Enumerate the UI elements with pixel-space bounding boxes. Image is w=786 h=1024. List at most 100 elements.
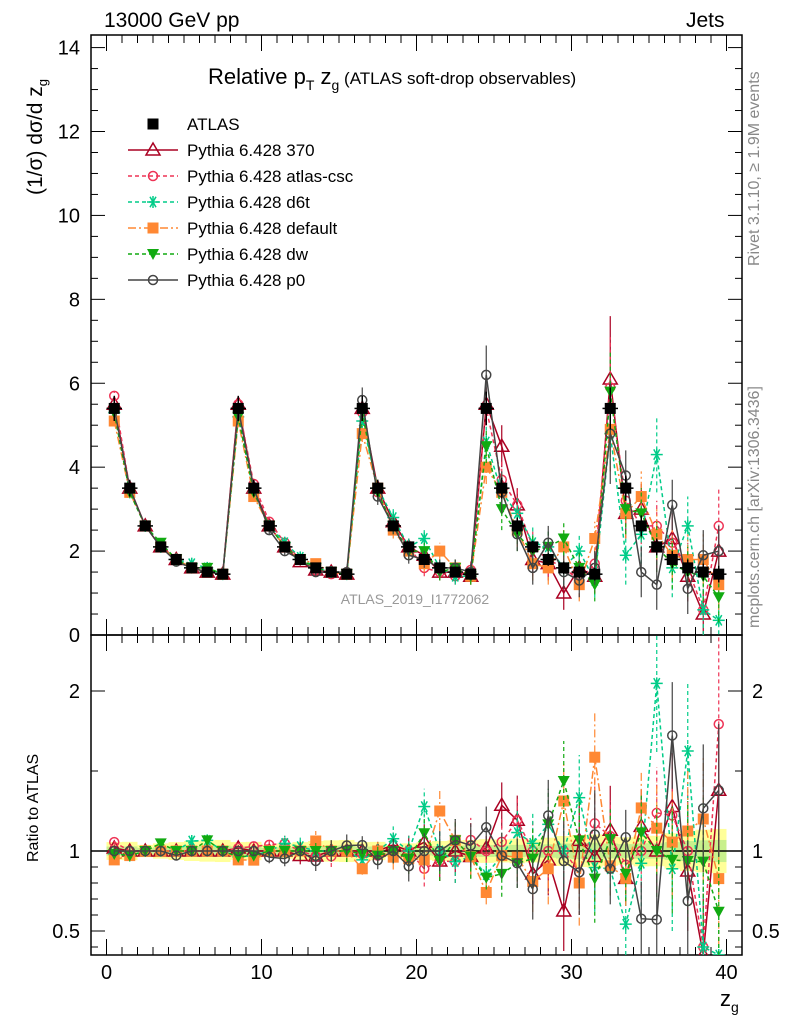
ratio-point [557,776,570,787]
legend-marker [147,249,159,260]
ratio-point [496,850,507,861]
data-point [186,562,198,574]
legend-label: ATLAS [187,115,240,134]
legend-label: Pythia 6.428 p0 [187,271,305,290]
ratio-point [171,850,182,861]
ratio-series-line [114,778,720,912]
ratio-point [233,845,244,857]
series-point [434,545,446,557]
ratio-point [356,863,368,875]
data-point [294,553,306,565]
ratio-point [201,835,214,847]
y-axis-label-sub: g [35,79,50,86]
ratio-axis-label: Ratio to ATLAS [25,754,42,862]
data-point [465,568,477,580]
title-tail: z [314,64,331,89]
ratio-point [666,854,679,866]
data-point [139,520,151,532]
ratio-point [279,853,290,864]
series-point [681,519,694,532]
data-point [558,562,570,574]
data-point [279,541,291,553]
series-point [557,533,570,545]
title-sub-2: g [332,77,340,93]
x-tick-label: 10 [250,962,272,984]
ratio-series-5 [109,682,724,955]
ratio-point [681,745,694,757]
ratio-point [480,872,493,884]
series-point [650,448,663,461]
ratio-point [667,730,678,741]
ratio-point [264,851,275,863]
series-point [356,428,368,440]
star-stroke [715,949,720,955]
legend-marker [147,222,159,234]
ratio-point [558,855,569,867]
ratio-point [372,854,383,866]
title-sub-1: T [306,77,315,93]
ratio-point [155,845,166,857]
data-point [170,553,182,565]
data-point [310,562,322,574]
ratio-point [620,832,631,843]
ratio-point [698,803,709,814]
data-point [496,482,508,494]
data-point [124,482,136,494]
series-point [667,499,678,511]
ratio-point [650,846,663,857]
series-point [619,504,632,516]
ratio-point [635,802,647,814]
ratio-point [124,845,135,857]
ratio-series-line [114,683,720,955]
y-tick-label: 12 [58,122,80,144]
star-stroke [717,949,723,955]
x-tick-label: 30 [560,962,582,984]
series-point [713,545,724,557]
data-point [372,482,384,494]
ratio-point [418,800,431,813]
series-point [542,562,554,574]
title-note: (ATLAS soft-drop observables) [339,69,576,88]
series-point [480,441,493,453]
y-tick-label: 4 [69,457,80,479]
data-point [108,402,120,414]
ratio-point [248,845,259,857]
data-point [217,568,229,580]
data-point [232,402,244,414]
ratio-point [682,825,694,837]
ratio-point [295,845,306,857]
data-point [713,568,725,580]
ratio-point [605,863,616,875]
series-point [651,579,662,590]
ratio-point [493,796,511,812]
series-point [635,491,647,503]
series-point [555,584,573,599]
series-point [682,583,693,595]
ratio-point [512,858,523,869]
data-point [682,562,694,574]
ratio-point [589,751,601,763]
data-point [542,553,554,565]
ratio-point [450,835,461,846]
data-point [248,482,260,494]
series-point [480,461,492,473]
data-point [341,568,353,580]
ratio-point [619,868,632,880]
ratio-point [698,946,709,955]
data-point [589,568,601,580]
ratio-point [651,822,663,834]
x-axis-label-sub: g [731,999,739,1015]
ratio-point [481,822,492,833]
data-point [263,520,275,532]
ratio-frame [90,634,743,956]
ratio-point [109,845,120,857]
ratio-point [574,867,585,878]
ratio-point [434,845,445,857]
x-tick-label: 0 [101,962,112,984]
series-point [418,532,431,545]
ratio-point [542,863,554,875]
ratio-point [635,827,648,839]
data-series [106,387,727,583]
ratio-point [388,845,399,857]
